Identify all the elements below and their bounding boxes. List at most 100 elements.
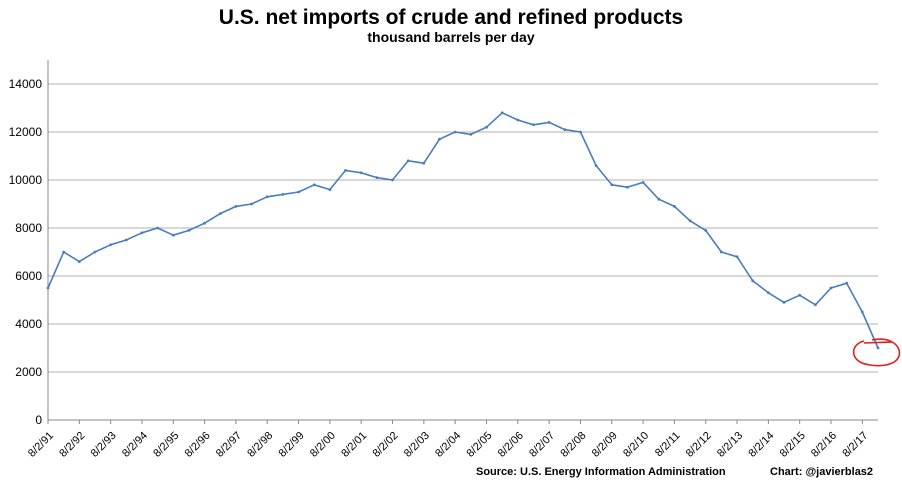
chart-subtitle: thousand barrels per day	[367, 29, 535, 45]
data-point	[579, 130, 582, 134]
x-tick-label: 8/2/02	[371, 430, 401, 460]
data-point	[610, 183, 614, 187]
x-tick-label: 8/2/03	[402, 430, 432, 460]
data-point	[375, 176, 379, 180]
x-tick-label: 8/2/13	[715, 430, 745, 460]
y-tick-label: 14000	[9, 77, 43, 91]
x-tick-label: 8/2/15	[778, 430, 808, 460]
x-axis-ticks: 8/2/91 8/2/92 8/2/93 8/2/94 8/2/95 8/2/96 8/2/…	[26, 420, 870, 460]
data-point	[547, 121, 551, 124]
red-mark-annotation	[863, 341, 893, 344]
x-tick-label: 8/2/94	[120, 430, 150, 460]
data-point	[156, 226, 160, 230]
data-point	[532, 123, 535, 127]
data-point	[62, 250, 66, 254]
data-point	[187, 229, 191, 232]
source-note: Source: U.S. Energy Information Administ…	[476, 466, 726, 478]
gridlines	[48, 83, 878, 373]
data-point	[516, 118, 520, 122]
data-point	[563, 128, 567, 132]
data-point	[124, 238, 128, 242]
y-tick-label: 2000	[15, 365, 42, 379]
x-tick-label: 8/2/93	[89, 430, 119, 460]
x-tick-label: 8/2/10	[621, 430, 651, 460]
data-point	[265, 195, 269, 199]
data-point	[234, 205, 238, 208]
data-point	[344, 169, 347, 172]
data-point	[673, 205, 676, 208]
data-point	[657, 197, 661, 201]
data-point	[485, 125, 488, 129]
data-point	[845, 281, 849, 285]
x-tick-label: 8/2/00	[308, 430, 338, 460]
series-line	[47, 112, 879, 349]
data-point	[422, 161, 426, 165]
y-axis-ticks: 0 2000 4000 6000 8000 10000 12000 14000	[9, 77, 43, 427]
data-point	[453, 130, 457, 134]
y-tick-label: 8000	[15, 221, 42, 235]
x-tick-label: 8/2/98	[245, 430, 275, 460]
data-point	[218, 212, 222, 216]
data-point	[140, 231, 144, 235]
data-point	[767, 291, 770, 295]
x-tick-label: 8/2/95	[151, 430, 181, 460]
data-point	[312, 183, 316, 187]
y-tick-label: 10000	[9, 173, 43, 187]
data-point	[171, 233, 175, 237]
data-point	[297, 190, 300, 194]
y-tick-label: 12000	[9, 125, 43, 139]
series-points	[46, 111, 880, 350]
x-tick-label: 8/2/12	[684, 430, 714, 460]
data-point	[829, 286, 833, 290]
data-point	[860, 310, 864, 314]
data-point	[688, 219, 692, 223]
x-tick-label: 8/2/14	[746, 430, 776, 460]
data-point	[751, 279, 755, 283]
x-tick-label: 8/2/01	[339, 430, 369, 460]
x-tick-label: 8/2/04	[433, 430, 463, 460]
y-tick-label: 6000	[15, 269, 42, 283]
x-tick-label: 8/2/99	[277, 430, 307, 460]
x-tick-label: 8/2/97	[214, 430, 244, 460]
data-point	[469, 133, 473, 136]
data-point	[735, 255, 739, 259]
y-tick-label: 0	[35, 413, 42, 427]
data-point	[93, 250, 97, 254]
data-point	[720, 250, 723, 254]
x-tick-label: 8/2/08	[558, 430, 588, 460]
x-tick-label: 8/2/11	[653, 430, 683, 460]
x-tick-label: 8/2/17	[840, 430, 870, 460]
data-point	[594, 164, 598, 168]
data-point	[77, 260, 81, 263]
data-point	[46, 286, 50, 290]
data-point	[438, 137, 441, 141]
data-point	[109, 243, 112, 247]
data-point	[250, 202, 254, 206]
data-point	[798, 293, 802, 297]
data-point	[641, 181, 645, 184]
data-point	[359, 171, 363, 175]
data-point	[406, 159, 410, 163]
data-point	[203, 221, 207, 225]
x-tick-label: 8/2/92	[57, 430, 87, 460]
data-point	[626, 185, 629, 189]
data-point	[704, 229, 708, 232]
data-point	[876, 346, 880, 350]
data-point	[500, 111, 504, 115]
data-point	[281, 193, 285, 196]
data-point	[328, 188, 332, 192]
x-tick-label: 8/2/91	[26, 430, 56, 460]
y-tick-label: 4000	[15, 317, 42, 331]
red-circle-annotation	[852, 338, 901, 367]
x-tick-label: 8/2/07	[527, 430, 557, 460]
chart-title: U.S. net imports of crude and refined pr…	[218, 6, 684, 29]
chart-credit: Chart: @javierblas2	[770, 466, 874, 478]
data-point	[782, 301, 786, 304]
data-point	[814, 303, 817, 307]
data-point	[391, 178, 394, 182]
x-tick-label: 8/2/05	[464, 430, 494, 460]
x-tick-label: 8/2/96	[183, 430, 213, 460]
x-tick-label: 8/2/09	[590, 430, 620, 460]
x-tick-label: 8/2/16	[809, 430, 839, 460]
